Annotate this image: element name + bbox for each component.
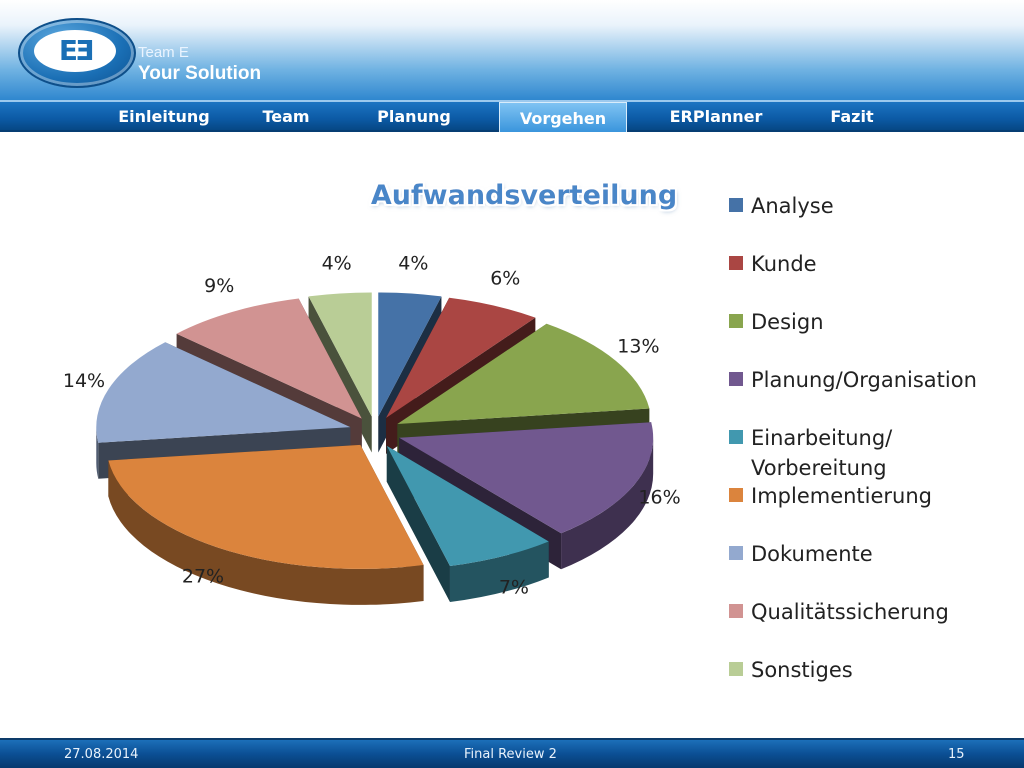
legend-item-kunde: Kunde	[729, 252, 817, 276]
legend-swatch	[729, 488, 743, 502]
legend-label: Kunde	[751, 252, 817, 276]
effort-pie-chart: Aufwandsverteilung 4%6%13%16%7%27%14%9%4…	[63, 180, 977, 682]
chart-title: Aufwandsverteilung	[371, 180, 677, 211]
legend-item-implementierung: Implementierung	[729, 484, 932, 508]
legend-label: Dokumente	[751, 542, 873, 566]
pie-label-kunde: 6%	[490, 267, 520, 289]
pie-label-implementierung: 27%	[182, 565, 224, 587]
logo-mark: EƎ	[58, 34, 94, 67]
legend-swatch	[729, 546, 743, 560]
legend-swatch	[729, 256, 743, 270]
tab-fazit[interactable]: Fazit	[830, 107, 874, 126]
pie-label-sonstiges: 4%	[322, 252, 352, 274]
legend-swatch	[729, 604, 743, 618]
team-logo: EƎ	[18, 18, 136, 88]
tab-team[interactable]: Team	[262, 107, 310, 126]
pie-label-planung-organisation: 16%	[638, 486, 680, 508]
legend-item-analyse: Analyse	[729, 194, 834, 218]
tab-erplanner[interactable]: ERPlanner	[669, 107, 763, 126]
pie-label-einarbeitung-vorbereitung: 7%	[499, 576, 529, 598]
brand-slogan: Your Solution	[138, 63, 262, 84]
legend-label: Design	[751, 310, 824, 334]
footer-bar: 27.08.2014 Final Review 2 15	[0, 738, 1024, 768]
header-banner: EƎ Team E Your Solution	[0, 0, 1024, 100]
tab-einleitung[interactable]: Einleitung	[118, 107, 210, 126]
legend-item-einarbeitung-vorbereitung: Einarbeitung/Vorbereitung	[729, 426, 893, 480]
legend-label: Planung/Organisation	[751, 368, 977, 392]
pie-label-dokumente: 14%	[63, 370, 105, 392]
legend-label: Vorbereitung	[751, 456, 887, 480]
legend-swatch	[729, 314, 743, 328]
chart-legend: Analyse Kunde Design Planung/Organisation Ei…	[729, 194, 977, 682]
tab-vorgehen[interactable]: Vorgehen	[499, 102, 627, 132]
legend-item-sonstiges: Sonstiges	[729, 658, 853, 682]
legend-swatch	[729, 430, 743, 444]
nav-bar: Einleitung Team Planung Vorgehen ERPlann…	[0, 100, 1024, 132]
pie-labels: 4% 6% 13% 16% 7% 27% 14% 9% 4%	[63, 252, 681, 598]
legend-label: Implementierung	[751, 484, 932, 508]
pie-label-qualit-tssicherung: 9%	[204, 275, 234, 297]
legend-swatch	[729, 662, 743, 676]
pie-slices	[96, 292, 654, 605]
footer-page-number: 15	[948, 747, 965, 762]
footer-date: 27.08.2014	[64, 747, 139, 762]
pie-label-design: 13%	[617, 335, 659, 357]
footer-title: Final Review 2	[464, 747, 557, 762]
pie-slice-einarbeitung-vorbereitung	[386, 445, 549, 603]
pie-slice-implementierung	[108, 444, 424, 605]
legend-swatch	[729, 198, 743, 212]
legend-label: Qualitätssicherung	[751, 600, 949, 624]
legend-label: Einarbeitung/	[751, 426, 893, 450]
pie-label-analyse: 4%	[398, 252, 428, 274]
legend-label: Analyse	[751, 194, 834, 218]
legend-label: Sonstiges	[751, 658, 853, 682]
tab-planung[interactable]: Planung	[377, 107, 451, 126]
legend-item-dokumente: Dokumente	[729, 542, 873, 566]
brand-team-name: Team E	[138, 44, 189, 61]
legend-swatch	[729, 372, 743, 386]
legend-item-planung-organisation: Planung/Organisation	[729, 368, 977, 392]
legend-item-qualit-tssicherung: Qualitätssicherung	[729, 600, 949, 624]
legend-item-design: Design	[729, 310, 824, 334]
